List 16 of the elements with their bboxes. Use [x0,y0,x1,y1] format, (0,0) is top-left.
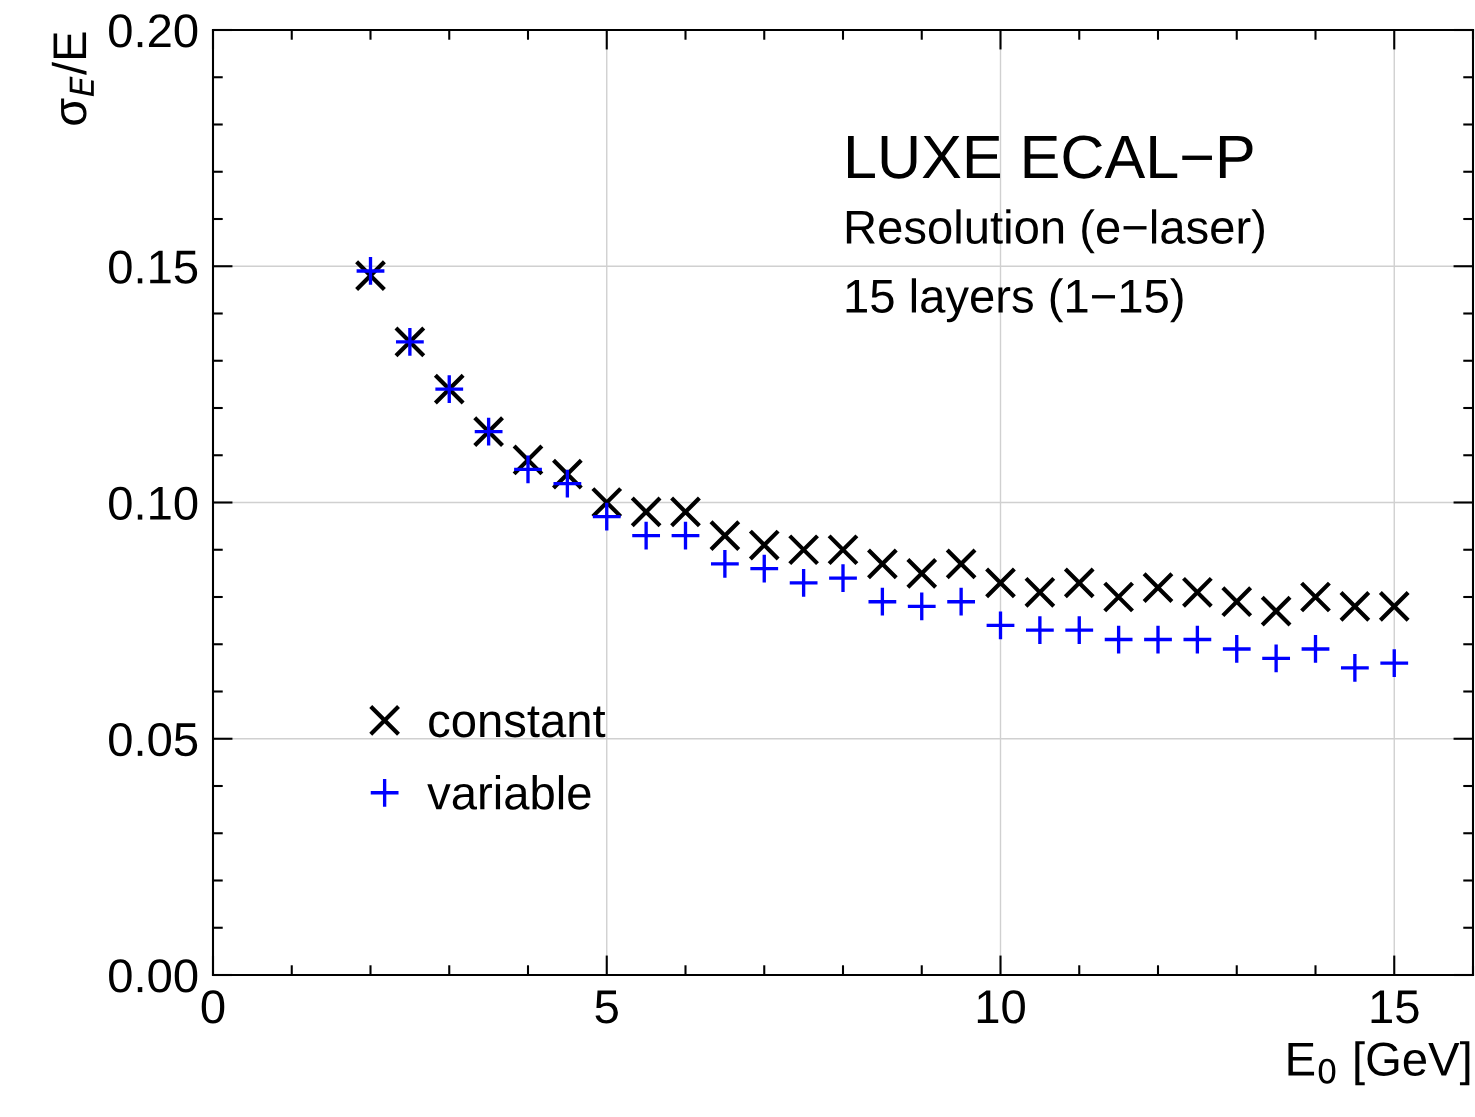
x-axis-title: E$_{0}$ [GeV] [1288,1041,1470,1086]
x-tick-label: 0 [201,990,225,1024]
y-axis-title: σ$_{E}$/E [51,32,94,125]
x-tick-label: 10 [977,990,1025,1024]
x-tick-label: 5 [595,990,618,1024]
annotation: Resolution (e−laser) [846,209,1264,254]
legend-label: variable [427,775,591,810]
legend-label: constant [429,706,606,738]
annotation: 15 layers (1−15) [846,278,1183,323]
y-tick-label: 0.00 [109,959,198,993]
annotation: LUXE ECAL−P [848,135,1253,179]
y-tick-label: 0.10 [109,486,198,521]
y-tick-label: 0.15 [109,250,198,284]
y-tick-label: 0.05 [109,722,198,757]
x-tick-label: 15 [1371,990,1419,1024]
y-tick-label: 0.20 [109,14,198,48]
